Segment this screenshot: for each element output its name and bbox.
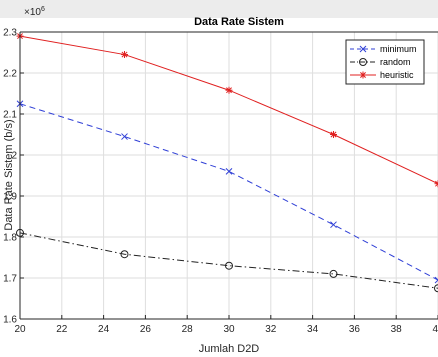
y-tick-label: 1.8 [3, 233, 17, 244]
x-tick-label: 24 [98, 324, 110, 335]
legend: minimum random heuristic [345, 39, 425, 85]
x-tick-label: 28 [182, 324, 194, 335]
y-tick-label: 2 [11, 151, 17, 162]
y-exponent-power: 6 [41, 6, 45, 13]
x-tick-label: 26 [140, 324, 152, 335]
y-exponent-label: ×106 [24, 6, 45, 18]
legend-label: heuristic [380, 70, 414, 80]
star-marker [225, 86, 233, 94]
x-marker [121, 133, 128, 140]
y-axis-label: Data Rate Sistem (b/s) [3, 119, 15, 230]
legend-label: random [380, 57, 411, 67]
circle-marker [225, 261, 233, 270]
x-tick-label: 36 [349, 324, 361, 335]
marker-stroke [434, 276, 438, 281]
marker-stroke [330, 131, 337, 138]
marker-stroke [121, 51, 128, 58]
marker-stroke [225, 168, 233, 175]
chart-title: Data Rate Sistem [194, 16, 284, 28]
series-line [19, 103, 438, 281]
y-tick-label: 1.7 [3, 274, 17, 285]
x-tick-label: 30 [223, 324, 235, 335]
series-random [16, 228, 438, 293]
marker-stroke [360, 72, 366, 78]
star-marker [359, 71, 367, 79]
x-marker [225, 168, 233, 175]
marker-stroke [434, 279, 438, 284]
legend-label: minimum [380, 44, 417, 54]
x-tick-label: 34 [307, 324, 319, 335]
circle-marker [329, 269, 338, 278]
marker-circle [225, 261, 233, 270]
marker-circle [329, 269, 338, 278]
legend-item-minimum: minimum [350, 44, 417, 54]
marker-stroke [435, 180, 438, 185]
circle-marker [359, 58, 367, 66]
star-marker [330, 131, 337, 138]
background-band [0, 0, 438, 18]
x-tick-label: 38 [391, 324, 403, 335]
x-marker [330, 221, 337, 229]
axes-frame [19, 31, 438, 320]
y-tick-label: 1.9 [3, 192, 17, 203]
legend-item-random: random [350, 57, 411, 67]
legend-item-heuristic: heuristic [350, 70, 414, 80]
x-tick-label: 22 [56, 324, 68, 335]
marker-circle [120, 250, 129, 259]
x-tick-label: 20 [14, 324, 26, 335]
y-tick-label: 2.1 [3, 110, 17, 121]
y-tick-label: 1.6 [3, 315, 17, 326]
series-heuristic [16, 32, 438, 188]
y-tick-label: 2.3 [3, 28, 17, 39]
circle-marker [120, 250, 129, 259]
series-line [19, 232, 438, 289]
star-marker [121, 51, 128, 59]
marker-circle [434, 284, 438, 293]
marker-stroke [330, 221, 337, 229]
marker-stroke [435, 182, 438, 187]
y-exponent-base: ×10 [24, 7, 41, 18]
marker-stroke [359, 45, 367, 53]
x-axis-label: Jumlah D2D [199, 343, 260, 355]
circle-marker [434, 284, 438, 293]
star-marker [434, 180, 438, 188]
marker-stroke [121, 133, 128, 140]
y-tick-label: 2.2 [3, 69, 17, 80]
marker-stroke [226, 87, 232, 94]
tick-labels: 20 22 24 26 28 30 32 34 36 38 40 1.6 1.7 1.8 1.9 2 2.1 2.… [3, 28, 438, 336]
x-marker [434, 276, 438, 284]
x-tick-label: 32 [265, 324, 277, 335]
x-tick-label: 40 [432, 324, 438, 335]
marker-circle [359, 58, 367, 66]
x-marker [359, 45, 367, 53]
